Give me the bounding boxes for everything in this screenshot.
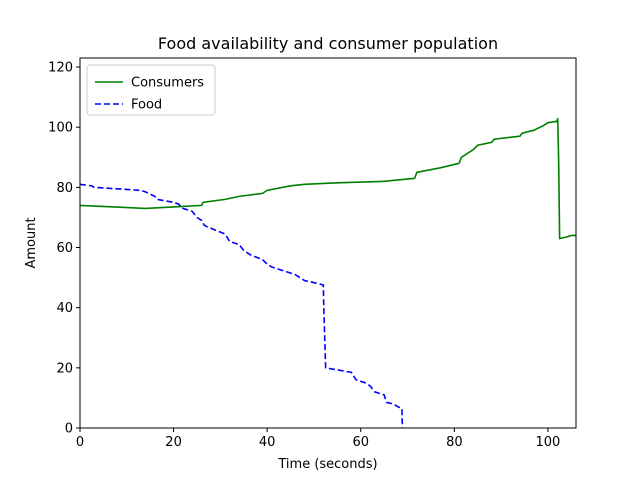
y-tick-label: 60 (56, 241, 73, 256)
y-tick-label: 0 (65, 422, 73, 437)
x-tick-label: 40 (259, 435, 276, 450)
legend: Consumers Food (86, 64, 216, 116)
x-tick-label: 100 (536, 435, 561, 450)
y-tick-label: 40 (56, 301, 73, 316)
y-axis-label: Amount (24, 217, 39, 268)
y-tick-label: 120 (48, 61, 73, 76)
y-tick-label: 100 (48, 121, 73, 136)
series-line-consumers (80, 118, 576, 240)
x-tick-label: 80 (446, 435, 463, 450)
x-axis-label: Time (seconds) (277, 457, 377, 472)
legend-label: Consumers (131, 76, 204, 91)
x-tick-label: 60 (352, 435, 369, 450)
plot-area: 0 20 40 60 80 100 0 20 40 60 80 100 120 (48, 57, 577, 450)
legend-label: Food (131, 98, 162, 113)
plot-frame (79, 57, 577, 429)
y-tick-label: 20 (56, 361, 73, 376)
chart-title: Food availability and consumer populatio… (158, 34, 498, 53)
x-tick-label: 20 (165, 435, 182, 450)
legend-box (86, 64, 216, 116)
x-tick-label: 0 (76, 435, 84, 450)
series-line-food (80, 183, 404, 428)
y-tick-label: 80 (56, 181, 73, 196)
